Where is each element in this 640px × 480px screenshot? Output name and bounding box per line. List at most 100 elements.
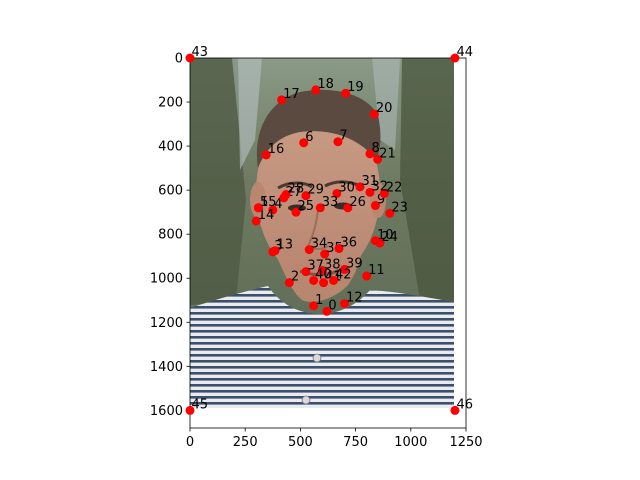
landmark-label-0: 0 <box>328 298 336 313</box>
landmark-point-33 <box>315 203 325 213</box>
y-tick-label: 400 <box>158 140 183 155</box>
landmark-label-36: 36 <box>341 236 358 251</box>
landmark-point-8 <box>365 149 375 159</box>
landmark-point-16 <box>261 150 271 160</box>
photo-shirt <box>190 286 454 408</box>
landmark-label-18: 18 <box>317 77 334 92</box>
landmark-label-38: 38 <box>324 258 341 273</box>
landmark-label-31: 31 <box>362 174 379 189</box>
landmark-label-20: 20 <box>376 101 393 116</box>
landmark-point-34 <box>304 245 314 255</box>
landmark-label-8: 8 <box>371 141 379 156</box>
landmark-label-40: 40 <box>315 267 332 282</box>
landmark-point-36 <box>334 244 344 254</box>
landmark-point-24 <box>375 238 385 248</box>
landmark-point-19 <box>341 88 351 98</box>
landmark-point-45 <box>185 405 195 415</box>
landmark-point-40 <box>309 275 319 285</box>
landmark-point-7 <box>333 137 343 147</box>
landmark-point-1 <box>309 301 319 311</box>
landmark-point-30 <box>332 188 342 198</box>
landmark-label-24: 24 <box>381 230 398 245</box>
landmark-point-18 <box>311 85 321 95</box>
landmark-label-1: 1 <box>315 293 323 308</box>
landmark-point-41 <box>319 278 329 288</box>
landmark-point-2 <box>284 278 294 288</box>
landmark-point-20 <box>369 109 379 119</box>
y-tick-label: 600 <box>158 184 183 199</box>
x-tick-label: 1250 <box>449 435 482 450</box>
landmark-point-28 <box>281 190 291 200</box>
landmark-label-29: 29 <box>307 183 324 198</box>
landmark-point-42 <box>329 275 339 285</box>
landmark-label-7: 7 <box>339 129 347 144</box>
photo-tree-dark-left <box>190 58 246 305</box>
photo-tree-dark-right <box>400 58 454 310</box>
landmark-point-39 <box>340 264 350 274</box>
landmark-point-43 <box>185 53 195 63</box>
y-tick-label: 200 <box>158 96 183 111</box>
landmark-point-32 <box>365 187 375 197</box>
y-tick-label: 800 <box>158 228 183 243</box>
landmark-label-30: 30 <box>338 180 355 195</box>
landmark-point-14 <box>251 216 261 226</box>
landmark-label-23: 23 <box>391 200 408 215</box>
x-tick-label: 500 <box>288 435 313 450</box>
x-tick-label: 750 <box>343 435 368 450</box>
landmark-point-11 <box>362 271 372 281</box>
y-tick-label: 1400 <box>150 360 183 375</box>
landmark-point-29 <box>301 191 311 201</box>
landmark-label-13: 13 <box>277 238 294 253</box>
landmark-label-17: 17 <box>283 87 300 102</box>
landmark-label-26: 26 <box>349 195 366 210</box>
landmark-point-13 <box>270 246 280 256</box>
landmark-point-23 <box>385 208 395 218</box>
landmark-point-21 <box>373 154 383 164</box>
landmark-label-43: 43 <box>192 45 209 60</box>
landmark-label-11: 11 <box>368 263 385 278</box>
landmark-label-14: 14 <box>258 208 275 223</box>
background-photo <box>190 58 454 408</box>
landmark-label-9: 9 <box>377 193 385 208</box>
landmark-label-42: 42 <box>335 267 352 282</box>
landmark-label-3: 3 <box>274 239 282 254</box>
landmark-label-5: 5 <box>260 195 268 210</box>
landmark-label-46: 46 <box>456 397 473 412</box>
photo-hair <box>256 89 381 168</box>
landmark-label-45: 45 <box>192 397 209 412</box>
landmark-label-21: 21 <box>379 146 396 161</box>
landmark-point-44 <box>450 53 460 63</box>
y-tick-label: 1600 <box>150 404 183 419</box>
landmark-point-22 <box>379 188 389 198</box>
landmark-point-15 <box>253 203 263 213</box>
landmark-point-4 <box>268 205 278 215</box>
landmark-label-22: 22 <box>386 180 403 195</box>
axes-frame <box>189 57 467 429</box>
landmark-label-25: 25 <box>297 199 314 214</box>
landmark-point-26 <box>343 203 353 213</box>
photo-face <box>256 104 380 280</box>
photo-sky-left <box>238 58 262 170</box>
x-tick-label: 250 <box>233 435 258 450</box>
landmark-label-44: 44 <box>456 45 473 60</box>
landmark-label-19: 19 <box>347 80 364 95</box>
y-tick-label: 1000 <box>150 272 183 287</box>
axes: 0 250 500 750 1000 1250 0 200 400 600 800 1000 1200 1… <box>150 52 483 451</box>
landmark-point-17 <box>277 95 287 105</box>
landmark-label-2: 2 <box>291 270 299 285</box>
landmark-label-32: 32 <box>371 179 388 194</box>
photo-shirt-button-lower <box>301 395 311 405</box>
landmark-label-39: 39 <box>346 256 363 271</box>
landmark-label-33: 33 <box>322 195 339 210</box>
landmark-point-6 <box>299 138 309 148</box>
x-tick-label: 1000 <box>394 435 427 450</box>
landmark-label-6: 6 <box>305 130 313 145</box>
landmark-point-46 <box>450 405 460 415</box>
y-tick-label: 0 <box>175 52 183 67</box>
y-tick-label: 1200 <box>150 316 183 331</box>
landmark-point-25 <box>291 207 301 217</box>
landmark-label-15: 15 <box>260 195 277 210</box>
landmark-point-31 <box>355 182 365 192</box>
landmark-point-37 <box>301 267 311 277</box>
